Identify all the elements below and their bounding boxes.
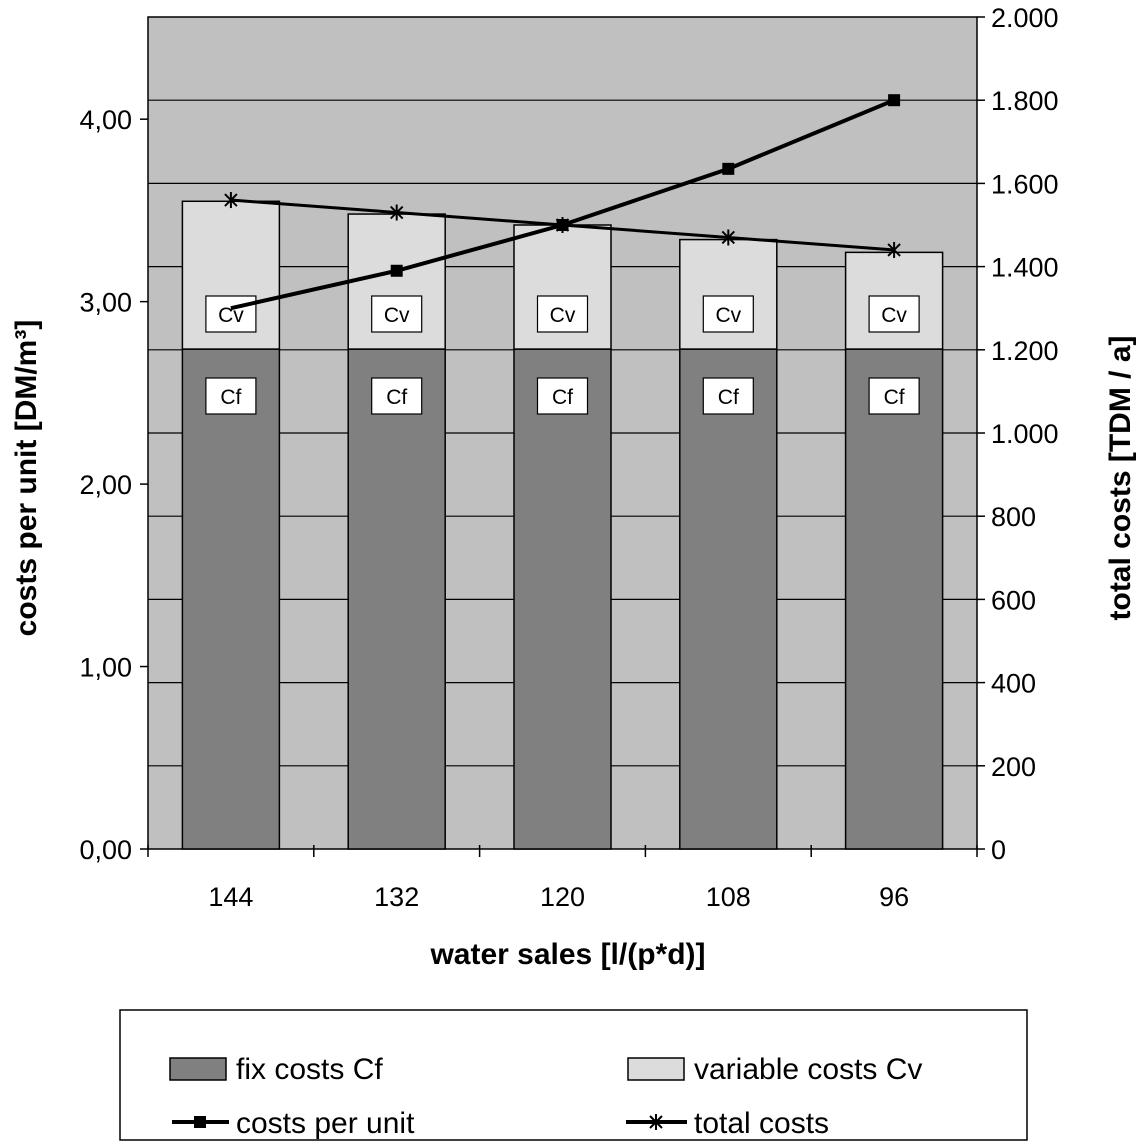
legend-item-costs-per-unit: costs per unit	[172, 1107, 415, 1140]
x-axis-label: water sales [l/(p*d)]	[429, 938, 705, 971]
y-right-tick-label: 600	[991, 585, 1036, 615]
cf-label: Cf	[718, 386, 739, 409]
cv-label: Cv	[218, 304, 244, 327]
cv-label-box	[868, 295, 920, 333]
y-right-tick-label: 1.200	[991, 336, 1059, 366]
bar-variable-costs	[844, 251, 944, 350]
cv-label-box	[536, 295, 589, 333]
legend-item-total-costs: total costs	[626, 1107, 829, 1140]
bar-variable-costs	[679, 238, 778, 350]
legend-box	[119, 1009, 1028, 1141]
legend-marker-star-icon	[649, 1114, 663, 1130]
marker-costs-per-unit	[888, 94, 901, 107]
bar-fix-costs	[347, 348, 446, 850]
cv-label: Cv	[550, 304, 576, 327]
marker-total-costs-stroke	[389, 205, 404, 220]
y-left-tick-label: 2,00	[79, 470, 132, 500]
legend: fix costs Cf variable costs Cv costs per…	[119, 1009, 1028, 1141]
x-tick-label: 120	[540, 882, 585, 912]
cf-label-box	[536, 377, 589, 415]
y-right-tick-label: 1.600	[991, 169, 1059, 199]
legend-marker-square-icon	[194, 1116, 206, 1128]
cf-label: Cf	[220, 386, 241, 409]
y-left-tick-label: 3,00	[79, 288, 132, 318]
y-right-tick-label: 2.000	[991, 3, 1059, 33]
marker-total-costs	[721, 229, 736, 246]
bar-fix-costs	[679, 348, 778, 850]
legend-label-fix-costs: fix costs Cf	[236, 1053, 383, 1086]
marker-total-costs	[887, 241, 901, 258]
marker-total-costs	[555, 217, 570, 233]
x-tick-label: 108	[706, 882, 751, 912]
marker-total-costs-stroke	[721, 230, 736, 245]
x-tick-label: 96	[879, 882, 909, 912]
cv-label-box	[205, 295, 257, 333]
y-axis-left-label: costs per unit [DM/m³]	[10, 320, 43, 637]
y-right-tick-label: 400	[991, 669, 1036, 699]
legend-swatch-fix-costs	[169, 1057, 227, 1081]
cv-label: Cv	[881, 304, 907, 327]
cf-label-box	[868, 377, 920, 415]
cv-label-box	[371, 295, 423, 333]
cf-label: Cf	[386, 386, 407, 409]
y-left-tick-label: 4,00	[79, 105, 132, 135]
cv-label-box	[702, 295, 754, 333]
y-axis-right-label: total costs [TDM / a]	[1104, 335, 1137, 620]
x-tick-label: 144	[208, 882, 253, 912]
bar-fix-costs	[844, 348, 944, 850]
legend-item-variable-costs: variable costs Cv	[627, 1053, 922, 1086]
cv-label: Cv	[715, 304, 741, 327]
legend-label-costs-per-unit: costs per unit	[236, 1107, 415, 1140]
cf-label-box	[371, 377, 423, 415]
y-left-tick-label: 1,00	[79, 653, 132, 683]
marker-total-costs-stroke	[887, 243, 901, 257]
legend-swatch-variable-costs	[627, 1057, 685, 1081]
y-left-tick-label: 0,00	[79, 835, 132, 865]
bars: Cv Cf Cv Cf Cv Cf Cv Cf Cv Cf	[181, 200, 944, 850]
y-right-tick-label: 0	[991, 835, 1006, 865]
cv-label: Cv	[384, 304, 410, 327]
cf-label: Cf	[552, 386, 573, 409]
marker-costs-per-unit	[390, 264, 403, 277]
axes: 0,00 1,00 2,00 3,00 4,00 0 200 400 600 800 1.000 1.…	[79, 3, 1058, 912]
y-right-tick-label: 1.000	[991, 419, 1059, 449]
y-right-tick-label: 1.800	[991, 86, 1059, 116]
marker-total-costs-stroke	[224, 193, 238, 207]
y-right-tick-label: 200	[991, 752, 1036, 782]
marker-total-costs-stroke	[555, 218, 570, 232]
marker-total-costs	[224, 192, 238, 209]
y-right-tick-label: 800	[991, 502, 1036, 532]
cf-label-box	[702, 377, 754, 415]
marker-costs-per-unit	[722, 162, 735, 175]
cf-label-box	[205, 377, 257, 415]
legend-item-fix-costs: fix costs Cf	[169, 1053, 383, 1086]
x-tick-label: 132	[374, 882, 419, 912]
bar-fix-costs	[181, 348, 281, 850]
legend-label-variable-costs: variable costs Cv	[694, 1053, 922, 1086]
cf-label: Cf	[884, 386, 905, 409]
bar-fix-costs	[513, 348, 612, 850]
legend-label-total-costs: total costs	[694, 1107, 829, 1140]
y-right-tick-label: 1.400	[991, 253, 1059, 283]
lines	[224, 94, 901, 311]
marker-total-costs	[389, 204, 404, 221]
